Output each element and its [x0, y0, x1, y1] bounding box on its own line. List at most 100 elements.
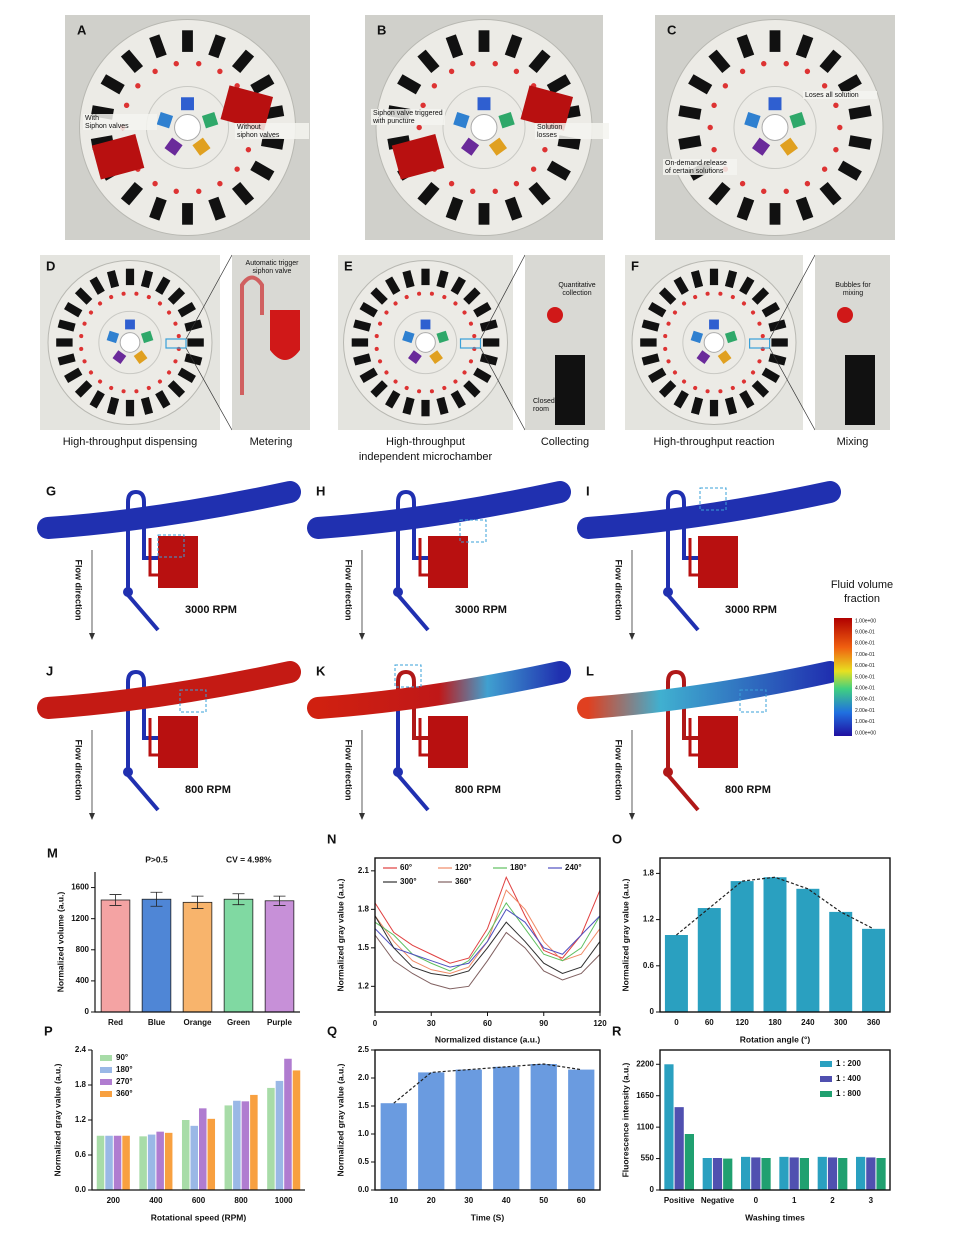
chip-well [135, 83, 141, 89]
legend-swatch [820, 1091, 832, 1097]
y-tick-label: 1200 [71, 914, 89, 923]
bar [779, 1156, 789, 1190]
y-tick-label: 1650 [636, 1091, 654, 1100]
chip-slot [848, 105, 872, 120]
chamber-loop [418, 718, 430, 757]
chip-slot [739, 276, 755, 295]
chip-well [472, 334, 477, 339]
chip-hub [703, 332, 725, 353]
chip-well [672, 310, 678, 315]
chip-well [757, 321, 762, 326]
chamber [698, 716, 738, 768]
chip-chamber [460, 137, 480, 156]
x-tick-label: 50 [539, 1196, 548, 1205]
chip-well [448, 180, 455, 187]
chip-slot [641, 353, 660, 366]
bar [113, 1135, 122, 1190]
chip-slot [149, 34, 167, 59]
chip-well [492, 188, 498, 195]
flow-label: Flow direction [74, 739, 84, 800]
chip-chamber [181, 97, 194, 111]
y-tick-label: 2200 [636, 1059, 654, 1068]
chip-well [97, 301, 103, 306]
chip-chamber [408, 350, 422, 364]
chip-slot [140, 270, 154, 289]
chip-well [146, 294, 151, 300]
chip-well [417, 291, 422, 296]
chip-well [804, 68, 811, 75]
x-tick-label: 10 [389, 1196, 398, 1205]
panel-label: D [46, 258, 55, 273]
chip-well [166, 310, 172, 315]
annotation: Quantitative [558, 282, 595, 289]
chip-well [821, 166, 828, 172]
chip-chamber [724, 330, 738, 344]
highlight-box [459, 519, 487, 543]
bar [156, 1131, 164, 1190]
chip-well [761, 60, 767, 67]
chip-well [393, 379, 398, 384]
bar [233, 1100, 241, 1190]
chart: R 0 550 1100 1650 2200 Fluorescence intensity … [612, 1023, 891, 1222]
tube [666, 489, 700, 560]
chip-well [157, 301, 163, 306]
chip-chamber [453, 111, 470, 129]
chip-well [513, 68, 520, 75]
chip-well [513, 180, 520, 187]
highlight-box [394, 664, 422, 688]
chip-slot [678, 105, 702, 120]
chip-slot [106, 270, 120, 289]
chip-slot [473, 367, 492, 383]
speed-label: 3000 RPM [455, 604, 507, 616]
y-tick-label: 0.0 [358, 1185, 370, 1194]
chip-slot [690, 396, 704, 415]
legend-swatch [100, 1091, 112, 1097]
bar [267, 1087, 275, 1190]
chart: O 0 0.6 1.2 1.8 Normalized gray value (a.u.) R… [612, 831, 891, 1044]
x-axis-label: Time (S) [471, 1212, 505, 1222]
chip-hub [174, 114, 201, 141]
chamber [428, 716, 468, 768]
chip-slot [64, 367, 83, 383]
bar [763, 877, 787, 1012]
chip-well [417, 389, 422, 394]
chip-slot [709, 268, 719, 286]
chamber-loop [148, 538, 160, 577]
y-tick-label: 0.5 [358, 1157, 370, 1166]
chip-slot [678, 135, 702, 150]
chip-slot [504, 196, 523, 221]
x-tick-label: Red [108, 1018, 123, 1027]
y-axis-label: Normalized gray value (a.u.) [620, 878, 630, 991]
annotation: Loses all solution [805, 92, 859, 99]
legend-label: 270° [116, 1077, 133, 1086]
bar [164, 1132, 173, 1190]
panel-label: C [667, 22, 677, 37]
x-tick-label: 300 [834, 1018, 848, 1027]
bar [182, 901, 213, 1013]
zoom-link [769, 347, 816, 431]
chip-well [420, 102, 426, 109]
colorbar-label: 1.00e+00 [855, 618, 876, 624]
chip-well [833, 146, 839, 153]
chip-slot [819, 181, 842, 206]
colorbar-label: 2.00e-01 [855, 708, 875, 714]
chip-well [374, 334, 379, 339]
chip-slot [149, 196, 167, 221]
speed-label: 3000 RPM [185, 604, 237, 616]
panel-label: L [586, 663, 594, 678]
chip-well [152, 180, 158, 187]
error-bar [150, 891, 163, 907]
chip-slot [769, 30, 781, 52]
chip-well [123, 102, 130, 109]
panel-label: I [586, 483, 590, 498]
highlight-box [699, 487, 727, 511]
annotation: siphon valves [237, 132, 280, 139]
chip-slot [231, 49, 255, 74]
chip-slot [353, 353, 372, 366]
flow-arrowhead [359, 633, 365, 640]
note-bg [235, 123, 309, 131]
highlight-box [157, 534, 185, 558]
chip-slot [848, 135, 872, 150]
annotation: mixing [843, 290, 863, 297]
